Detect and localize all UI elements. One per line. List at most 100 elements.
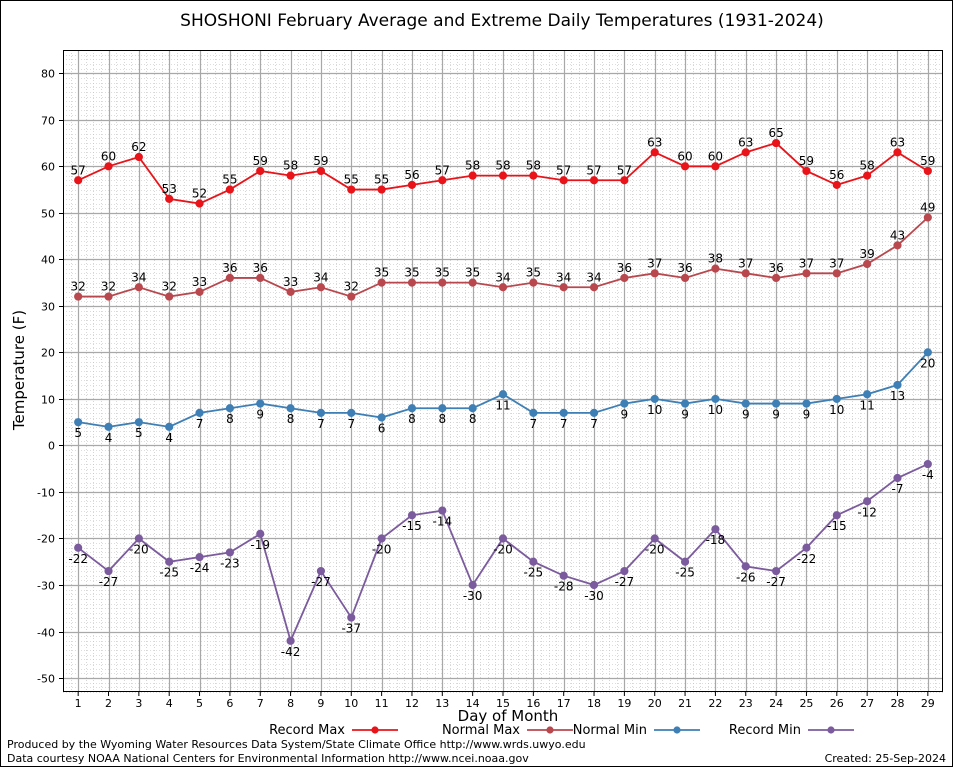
- footer-created-date: Created: 25-Sep-2024: [825, 752, 946, 765]
- data-point: [195, 199, 204, 208]
- data-label: 35: [435, 266, 450, 280]
- data-label: -24: [190, 561, 210, 575]
- data-label: 63: [738, 135, 753, 149]
- data-label: 58: [859, 159, 874, 173]
- data-point: [286, 287, 295, 297]
- data-label: 7: [560, 417, 568, 431]
- x-tick-label: 24: [769, 697, 783, 710]
- data-label: 59: [799, 154, 814, 168]
- data-point: [741, 399, 750, 408]
- x-tick-label: 6: [226, 697, 233, 710]
- data-point: [802, 399, 811, 408]
- data-point: [225, 548, 234, 557]
- data-point: [377, 278, 386, 287]
- data-label: 34: [313, 270, 328, 284]
- data-label: -20: [645, 542, 665, 556]
- data-point: [650, 394, 659, 404]
- data-label: 8: [226, 412, 234, 426]
- chart-title: SHOSHONI February Average and Extreme Da…: [180, 11, 824, 31]
- data-label: 4: [165, 431, 173, 445]
- data-label: 32: [344, 280, 359, 294]
- data-point: [711, 525, 720, 534]
- data-point: [195, 408, 204, 417]
- data-point: [893, 241, 902, 250]
- data-label: 65: [768, 126, 783, 140]
- data-label: 36: [617, 261, 632, 275]
- data-label: 62: [131, 140, 146, 154]
- data-point: [407, 511, 417, 520]
- data-label: -27: [615, 575, 635, 589]
- data-point: [559, 408, 568, 417]
- y-tick-label: -40: [37, 627, 55, 640]
- data-point: [802, 166, 811, 176]
- y-tick-label: -30: [37, 580, 55, 593]
- data-label: 5: [135, 426, 143, 440]
- data-label: 37: [647, 256, 662, 270]
- data-label: 32: [101, 280, 116, 294]
- data-point: [893, 148, 902, 157]
- data-label: -25: [524, 566, 544, 580]
- legend-swatch-marker: [546, 726, 554, 734]
- data-label: -25: [159, 566, 179, 580]
- data-label: 33: [192, 275, 207, 289]
- data-point: [286, 404, 295, 413]
- data-point: [286, 171, 295, 180]
- plot-area: [63, 50, 943, 693]
- major-grid: [63, 50, 943, 692]
- data-point: [832, 180, 841, 190]
- data-label: 37: [829, 256, 844, 270]
- data-point: [589, 580, 599, 590]
- data-label: 4: [105, 431, 113, 445]
- series-record-min: -22-27-20-25 -24 -23-19-42-27-37-20-15 -14-…: [68, 459, 934, 659]
- data-point: [195, 552, 204, 562]
- x-tick-label: 2: [105, 697, 112, 710]
- data-point: [680, 273, 690, 283]
- data-label: -14: [433, 515, 453, 529]
- data-label: 57: [435, 163, 450, 177]
- data-point: [347, 613, 356, 622]
- data-point: [863, 259, 872, 269]
- x-tick-label: 19: [617, 697, 631, 710]
- data-point: [74, 292, 83, 301]
- data-point: [468, 580, 477, 590]
- data-label: 7: [590, 417, 598, 431]
- data-label: -20: [372, 542, 392, 556]
- data-label: 57: [617, 163, 632, 177]
- data-point: [741, 148, 750, 157]
- series-record-max: 57 60 62 53 52 55 59 58 59 55 55 56 57 58 58 58 57 57 57 63…: [71, 126, 935, 208]
- data-label: -27: [311, 575, 331, 589]
- minor-grid: [63, 50, 943, 693]
- data-point: [863, 390, 872, 399]
- data-label: 59: [920, 154, 935, 168]
- data-point: [620, 566, 629, 576]
- data-label: 52: [192, 187, 207, 201]
- x-tick-label: 22: [708, 697, 722, 710]
- data-point: [134, 534, 143, 543]
- data-point: [438, 278, 447, 287]
- data-label: 58: [526, 159, 541, 173]
- data-point: [923, 459, 932, 469]
- data-label: 36: [677, 261, 692, 275]
- data-point: [316, 283, 326, 292]
- data-label: 9: [681, 408, 689, 422]
- data-point: [680, 162, 690, 171]
- series-normal-max: 32 32 34 32 33 36 36 33 34 32 35 35 35 35 34 35 34 34 36 37…: [71, 200, 935, 301]
- data-label: 49: [920, 200, 935, 214]
- data-point: [225, 185, 234, 194]
- data-label: -30: [463, 589, 483, 603]
- y-tick-label: 20: [41, 347, 55, 360]
- data-point: [741, 269, 750, 278]
- data-point: [74, 543, 83, 552]
- data-label: 39: [859, 247, 874, 261]
- data-point: [680, 399, 690, 408]
- data-point: [559, 571, 568, 580]
- data-point: [438, 404, 447, 413]
- data-point: [104, 422, 113, 431]
- x-tick-label: 9: [317, 697, 324, 710]
- plot-frame: [63, 50, 943, 692]
- x-tick-label: 20: [648, 697, 662, 710]
- y-tick-label: 80: [41, 68, 55, 81]
- data-label: 20: [920, 356, 935, 370]
- data-point: [316, 408, 326, 417]
